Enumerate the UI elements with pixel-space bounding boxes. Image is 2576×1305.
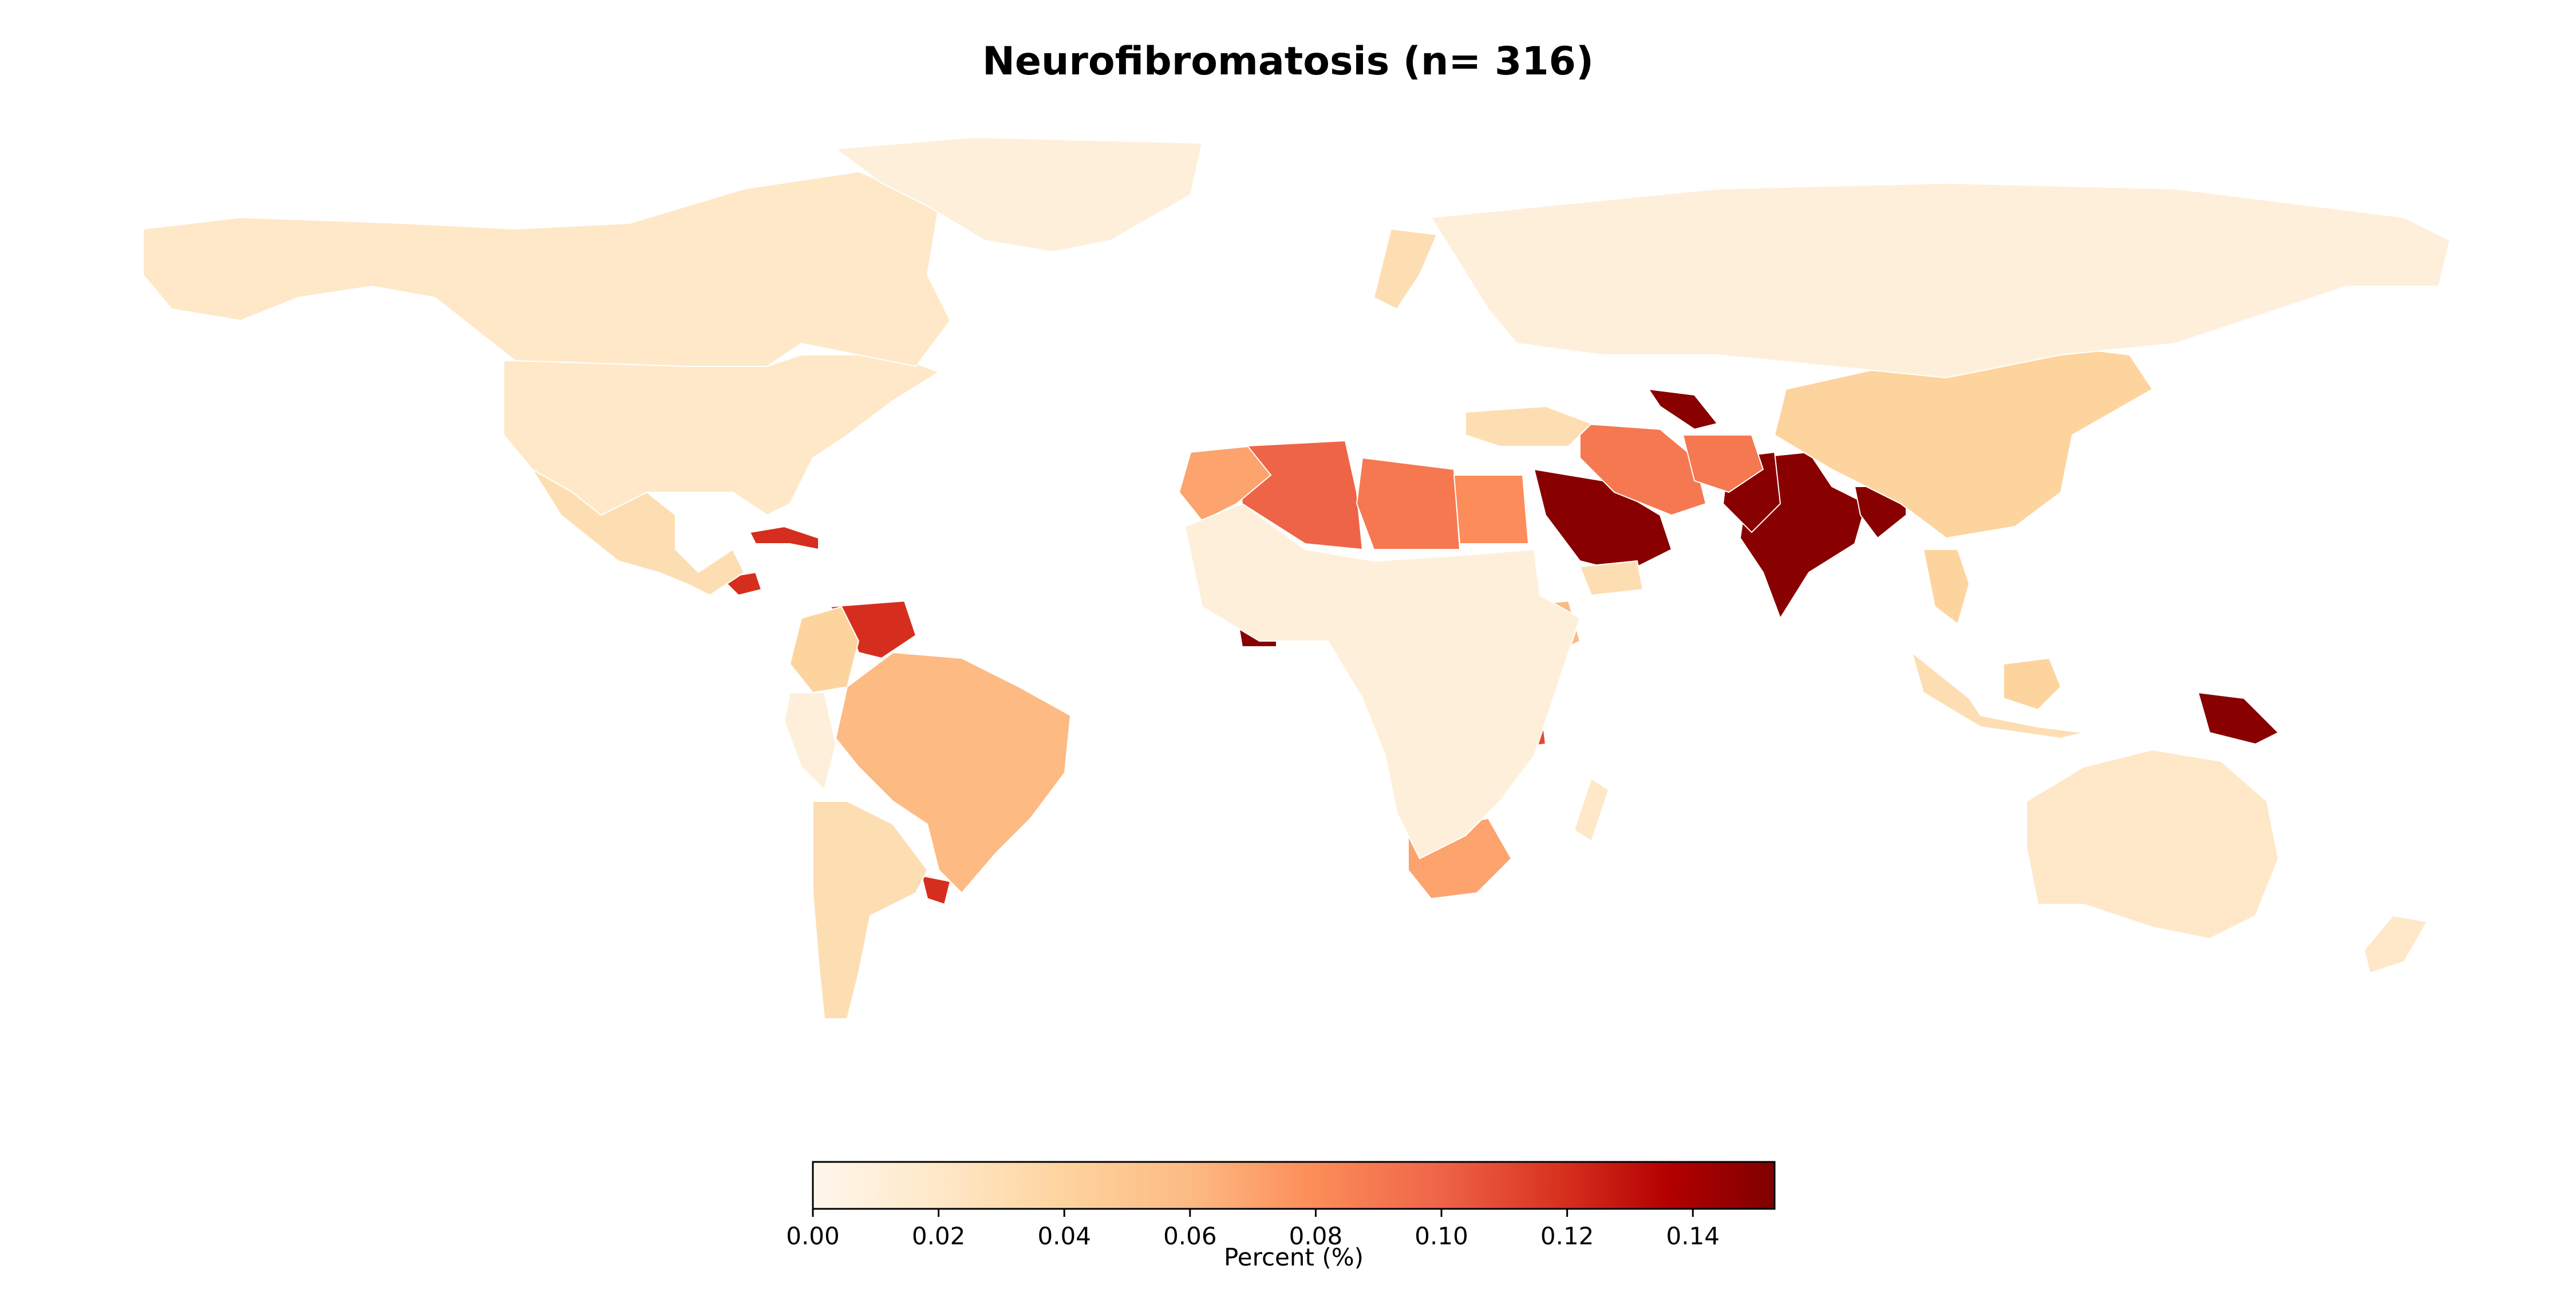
colorbar-label: Percent (%) bbox=[1223, 1243, 1364, 1271]
colorbar-tick-label: 0.04 bbox=[1037, 1222, 1091, 1250]
colorbar-tick-label: 0.10 bbox=[1415, 1222, 1468, 1250]
colorbar-tick-label: 0.00 bbox=[786, 1222, 840, 1250]
region-indonesia bbox=[1911, 651, 2084, 739]
region-colombia bbox=[789, 606, 860, 694]
region-iran bbox=[1579, 422, 1707, 516]
region-argentina bbox=[812, 801, 929, 1019]
region-yemen bbox=[1579, 560, 1644, 596]
region-canada bbox=[143, 171, 951, 367]
region-borneo-malaysia-indonesia- bbox=[2003, 657, 2062, 711]
region-brazil bbox=[835, 651, 1072, 894]
colorbar-tick-label: 0.12 bbox=[1540, 1222, 1594, 1250]
colorbar-tick-label: 0.06 bbox=[1163, 1222, 1217, 1250]
colorbar-ticks: 0.00 0.02 0.04 0.06 0.08 0.10 0.12 0.14 bbox=[786, 1209, 1720, 1250]
colorbar-tick-label: 0.08 bbox=[1289, 1222, 1343, 1250]
region-sub-saharan-africa-other- bbox=[1184, 503, 1581, 860]
region-thailand bbox=[1922, 549, 1970, 625]
region-turkey bbox=[1465, 405, 1593, 447]
region-cuba bbox=[749, 525, 819, 551]
region-madagascar bbox=[1573, 777, 1610, 843]
region-papua-new-guinea bbox=[2197, 691, 2279, 745]
colorbar-tick-label: 0.14 bbox=[1666, 1222, 1720, 1250]
map-regions bbox=[143, 136, 2451, 1019]
region-uzbekistan bbox=[1647, 388, 1718, 430]
region-australia bbox=[2026, 749, 2279, 940]
region-new-zealand bbox=[2363, 915, 2428, 974]
region-peru bbox=[783, 692, 837, 791]
region-morocco bbox=[1178, 445, 1272, 522]
colorbar: 0.00 0.02 0.04 0.06 0.08 0.10 0.12 0.14 bbox=[786, 1161, 1776, 1250]
region-egypt bbox=[1453, 474, 1530, 544]
colorbar-gradient bbox=[812, 1161, 1776, 1210]
chart-title: Neurofibromatosis (n= 316) bbox=[982, 39, 1594, 84]
region-afghanistan bbox=[1682, 434, 1764, 493]
region-russia bbox=[1430, 182, 2451, 379]
region-greenland bbox=[834, 136, 1203, 253]
region-sweden bbox=[1373, 228, 1438, 310]
colorbar-tick-label: 0.02 bbox=[912, 1222, 966, 1250]
region-libya bbox=[1356, 457, 1461, 550]
region-uruguay bbox=[920, 875, 951, 905]
